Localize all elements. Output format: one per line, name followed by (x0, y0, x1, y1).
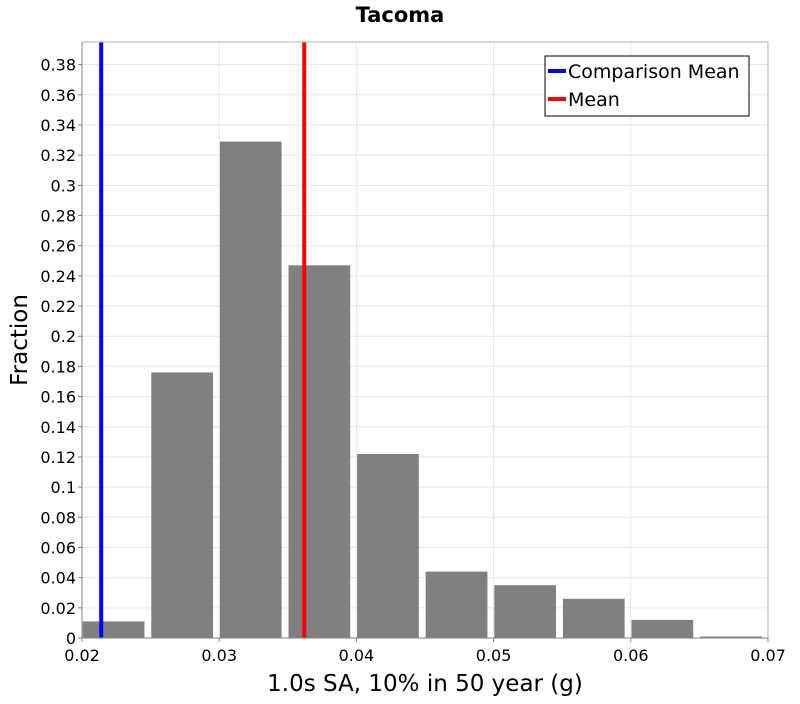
histogram-bar (82, 621, 145, 638)
y-tick-label: 0.14 (40, 418, 76, 437)
x-tick-label: 0.04 (339, 646, 375, 665)
histogram-bar (219, 141, 282, 638)
histogram-bar (425, 571, 488, 638)
x-tick-label: 0.05 (476, 646, 512, 665)
histogram-bar (357, 453, 419, 638)
legend-label-mean: Mean (568, 89, 620, 111)
y-tick-label: 0.32 (40, 146, 76, 165)
y-tick-label: 0.12 (40, 448, 76, 467)
y-tick-label: 0.24 (40, 267, 76, 286)
x-tick-label: 0.03 (201, 646, 237, 665)
y-axis-label: Fraction (7, 294, 33, 386)
histogram-bar (562, 598, 625, 638)
histogram-bar (700, 636, 762, 638)
y-tick-label: 0.3 (51, 176, 76, 195)
legend-label-comparison-mean: Comparison Mean (568, 61, 740, 83)
y-tick-label: 0.34 (40, 116, 76, 135)
y-tick-label: 0.04 (40, 569, 76, 588)
y-tick-label: 0.08 (40, 508, 76, 527)
x-tick-label: 0.07 (750, 646, 786, 665)
y-tick-label: 0.26 (40, 237, 76, 256)
histogram-bar (288, 265, 351, 638)
y-tick-label: 0.38 (40, 56, 76, 75)
plot-area: 0.02 0.03 0.04 0.05 0.06 0.0700.020.040.060.0… (40, 41, 786, 665)
y-tick-label: 0.1 (51, 478, 76, 497)
y-tick-label: 0.22 (40, 297, 76, 316)
chart-title: Tacoma (356, 3, 445, 27)
y-tick-label: 0.16 (40, 388, 76, 407)
x-tick-label: 0.06 (613, 646, 649, 665)
legend-box (544, 55, 750, 117)
x-tick-label: 0.02 (64, 646, 100, 665)
histogram-bar (631, 619, 694, 638)
y-tick-label: 0.28 (40, 207, 76, 226)
y-tick-label: 0 (66, 629, 76, 648)
histogram-bar (494, 585, 557, 638)
y-tick-label: 0.06 (40, 538, 76, 557)
y-tick-label: 0.36 (40, 86, 76, 105)
y-tick-label: 0.18 (40, 357, 76, 376)
y-tick-label: 0.02 (40, 599, 76, 618)
histogram-bar (151, 372, 214, 638)
x-axis-label: 1.0s SA, 10% in 50 year (g) (267, 671, 583, 697)
y-tick-label: 0.2 (51, 327, 76, 346)
